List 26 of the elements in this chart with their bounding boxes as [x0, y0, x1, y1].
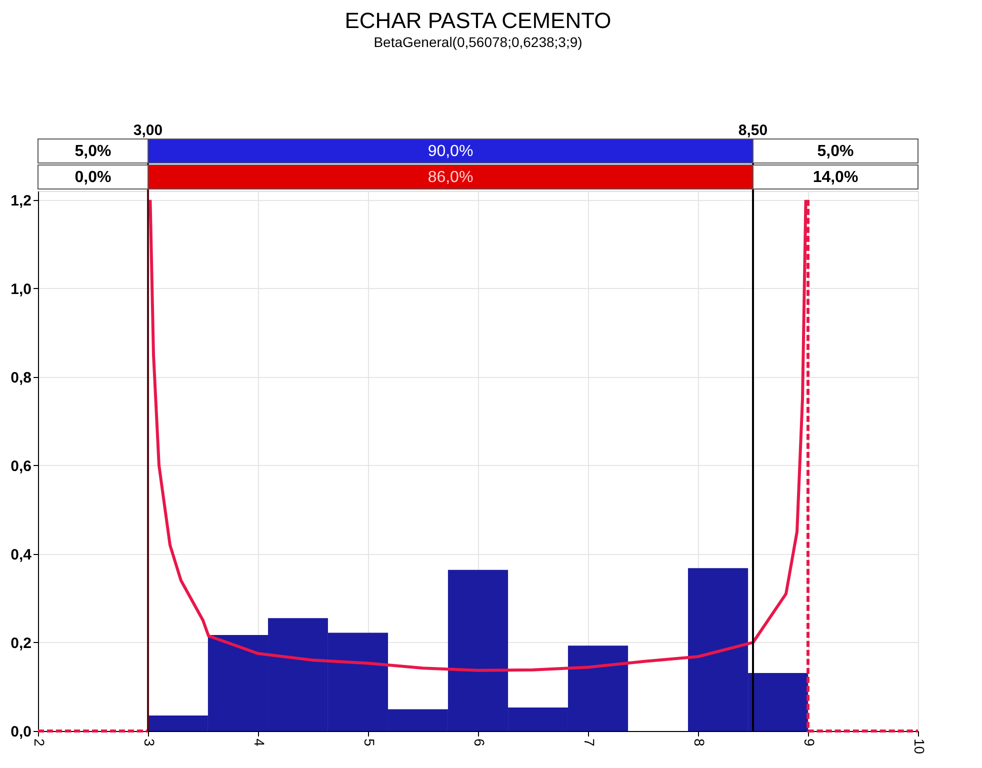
y-tick-label: 1,2 [10, 192, 32, 210]
chart-subtitle: BetaGeneral(0,56078;0,6238;3;9) [374, 34, 582, 50]
y-tick-label: 1,0 [10, 280, 32, 298]
x-tick-label: 6 [472, 738, 488, 746]
y-tick-label: 0,0 [10, 724, 32, 740]
x-tick-label: 10 [912, 738, 928, 754]
x-tick-label: 9 [802, 738, 818, 746]
x-tick-label: 3 [142, 738, 158, 746]
x-tick-label: 5 [362, 738, 378, 746]
y-tick-label: 0,2 [10, 634, 32, 652]
text: 0,0% [74, 169, 112, 186]
text: 5,0% [74, 143, 112, 160]
x-tick-label: 7 [582, 738, 598, 746]
x-tick-label: 4 [252, 738, 268, 746]
text: 90,0% [428, 143, 474, 160]
ref-line-label: 3,00 [133, 122, 163, 139]
y-tick-label: 0,8 [10, 369, 32, 386]
text: 14,0% [812, 169, 858, 186]
x-tick-label: 8 [692, 738, 708, 746]
text: 86,0% [428, 169, 474, 186]
ref-line-label: 8,50 [738, 122, 768, 139]
text: 5,0% [817, 143, 854, 160]
y-tick-label: 0,6 [10, 458, 32, 475]
x-tick-label: 2 [32, 738, 48, 746]
y-tick-label: 0,4 [10, 546, 32, 564]
chart-title: ECHAR PASTA CEMENTO [344, 8, 612, 33]
